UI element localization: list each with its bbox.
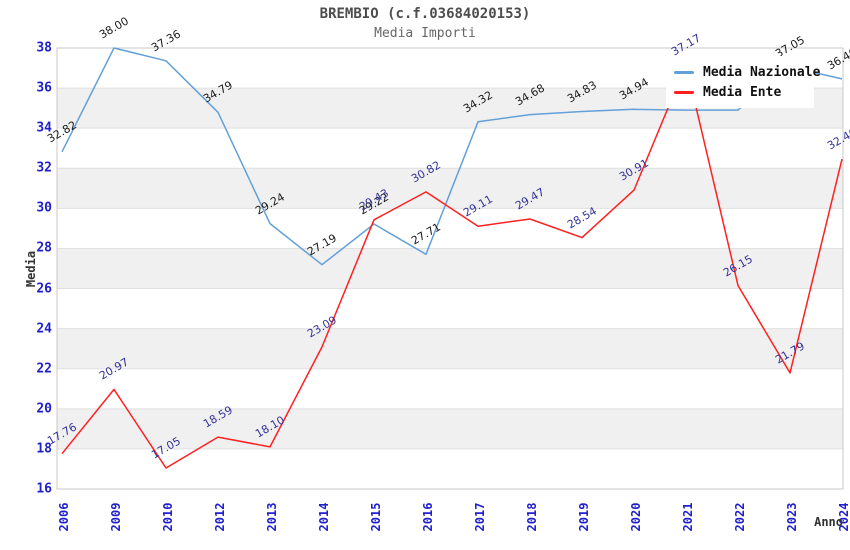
x-tick-label: 2017	[473, 502, 487, 532]
x-tick-label: 2015	[369, 502, 383, 532]
y-tick-label: 30	[36, 200, 52, 216]
y-tick-label: 36	[36, 80, 52, 96]
y-tick-label: 22	[36, 361, 52, 377]
y-tick-label: 26	[36, 281, 52, 297]
y-tick-label: 28	[36, 240, 52, 256]
y-axis-title: Media	[24, 250, 38, 287]
legend-item-media-nazionale: Media Nazionale	[674, 62, 820, 82]
plot-border	[56, 47, 844, 490]
y-tick-label: 20	[36, 401, 52, 417]
grid-band	[57, 408, 843, 449]
chart-subtitle: Media Importi	[374, 26, 476, 41]
x-tick-label: 2010	[161, 502, 175, 532]
legend-label-media-nazionale: Media Nazionale	[703, 64, 821, 80]
y-tick-label: 18	[36, 441, 52, 457]
chart-title: BREMBIO (c.f.03684020153)	[319, 6, 531, 22]
x-tick-label: 2019	[577, 502, 591, 532]
legend-label-media-ente: Media Ente	[703, 84, 782, 100]
x-tick-label: 2014	[317, 502, 331, 532]
y-tick-label: 16	[36, 481, 52, 497]
x-tick-label: 2023	[785, 502, 799, 532]
x-tick-label: 2020	[629, 502, 643, 532]
x-tick-label: 2018	[525, 502, 539, 532]
chart-legend: Media Nazionale Media Ente	[666, 56, 820, 108]
y-tick-label: 24	[36, 321, 52, 337]
legend-swatch-media-ente	[674, 90, 694, 94]
series-line-media-ente	[61, 63, 843, 469]
x-tick-label: 2013	[265, 502, 279, 532]
grid-band	[57, 328, 843, 369]
x-tick-label: 2022	[733, 502, 747, 532]
legend-swatch-media-nazionale	[674, 70, 694, 74]
x-tick-label: 2021	[681, 502, 695, 532]
y-tick-label: 34	[36, 120, 52, 136]
grid-band	[57, 168, 843, 209]
grid-band	[57, 248, 843, 289]
x-tick-label: 2016	[421, 502, 435, 532]
x-tick-label: 2006	[57, 502, 71, 532]
series-line-media-nazionale	[61, 47, 843, 266]
y-tick-label: 32	[36, 160, 52, 176]
legend-item-media-ente: Media Ente	[674, 82, 808, 102]
x-tick-label: 2009	[109, 502, 123, 532]
x-tick-label: 2012	[213, 502, 227, 532]
x-axis-title: Anno	[814, 515, 843, 529]
y-tick-label: 38	[36, 40, 52, 56]
